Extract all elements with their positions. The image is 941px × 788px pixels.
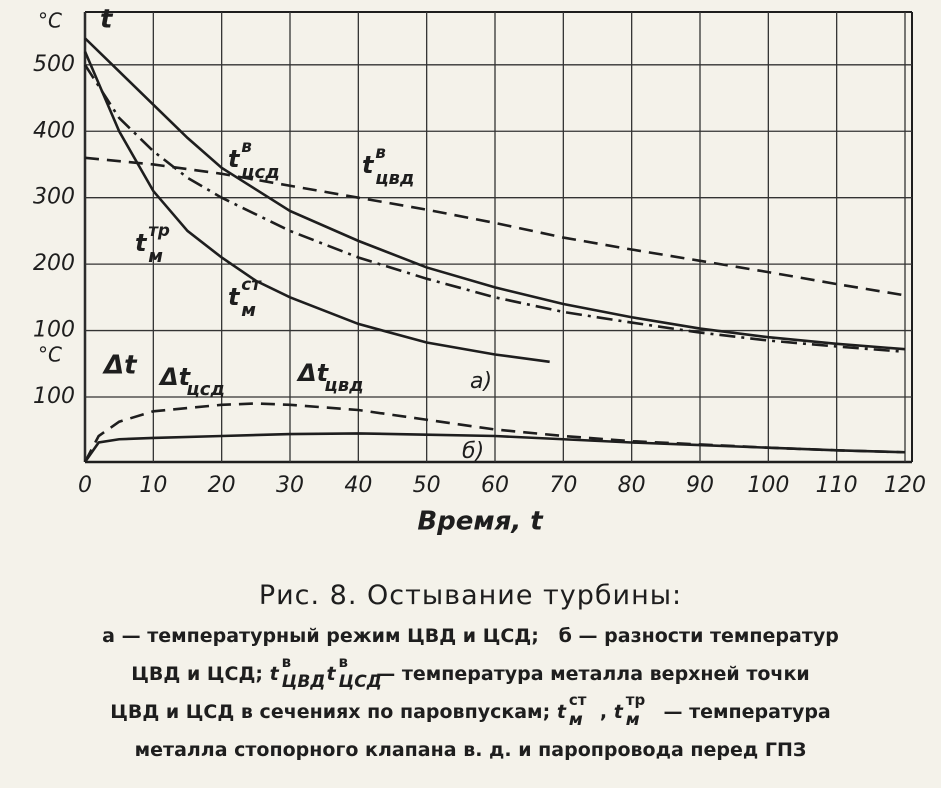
y-tick-label: 200 [33, 251, 75, 276]
series-label-base: t [228, 283, 241, 311]
x-tick-label: 60 [481, 473, 509, 498]
x-tick-label: 90 [686, 473, 714, 498]
y-tick-label: 400 [33, 118, 75, 143]
series-label: Δtцсд [158, 363, 225, 400]
caption-text: , [599, 701, 614, 723]
y-tick-label: 500 [33, 52, 75, 77]
series-line [83, 51, 550, 364]
formula-base: t [556, 701, 566, 723]
series-label-sub: цсд [186, 379, 225, 400]
y-tick-label: 100 [33, 384, 75, 409]
x-tick-label: 30 [276, 473, 304, 498]
series-label-base: t [135, 229, 148, 257]
formula-sub: ЦВД [281, 672, 326, 692]
caption-line: ЦВД и ЦСД; t в ЦВД, t в ЦСД — температура ме… [0, 653, 941, 693]
x-tick-label: 120 [884, 473, 926, 498]
caption-text: ЦВД и ЦСД; [131, 663, 270, 685]
x-axis-label: Время, t [417, 507, 544, 537]
series-label-base: Δt [158, 363, 192, 391]
panel-label: б) [462, 439, 484, 464]
x-tick-label: 110 [816, 473, 858, 498]
formula-sub: ЦСД [338, 672, 382, 692]
caption-formula: t в ЦВД [269, 653, 326, 693]
x-tick-label: 40 [344, 473, 372, 498]
x-tick-label: 50 [413, 473, 441, 498]
caption-title: Рис. 8. Остывание турбины: [258, 580, 683, 611]
caption-formula: t ст м [556, 691, 600, 731]
caption: Рис. 8. Остывание турбины: а — температу… [0, 580, 941, 769]
x-tick-label: 100 [747, 473, 789, 498]
series-label-base: Δt [296, 359, 330, 387]
formula-sup: в [281, 653, 292, 671]
x-tick-label: 80 [618, 473, 646, 498]
caption-text: , [312, 663, 327, 685]
caption-formula: t в ЦСД [326, 653, 382, 693]
y-tick-label: 300 [33, 185, 75, 210]
series-line [83, 402, 906, 463]
series-line [84, 156, 906, 297]
series-label: Δtцвд [296, 359, 364, 396]
chart: 0 10 20 30 40 50 60 70 80 90 100 110 120 Время, t 100 2… [33, 5, 926, 537]
series-label: t в цвд [362, 142, 414, 189]
y-axis-label: t [100, 5, 114, 35]
caption-line: а — температурный режим ЦВД и ЦСД; б — р… [0, 617, 941, 655]
series-label-base: t [362, 151, 375, 179]
caption-text: ЦВД и ЦСД в сечениях по паровпускам; [110, 701, 557, 723]
caption-formula: t тр м [613, 691, 657, 731]
x-tick-label: 20 [208, 473, 236, 498]
series-label-sup: тр [148, 220, 170, 240]
caption-line: ЦВД и ЦСД в сечениях по паровпускам; t ст… [0, 691, 941, 731]
formula-sub: м [568, 710, 583, 730]
formula-base: t [269, 663, 279, 685]
caption-text: — температура [656, 701, 831, 723]
caption-text: а — температурный режим ЦВД и ЦСД; б — р… [102, 625, 839, 647]
caption-line: металла стопорного клапана в. д. и пароп… [0, 731, 941, 769]
y-tick-label: 100 [33, 318, 75, 343]
series-label-sup: ст [241, 274, 262, 294]
series-label-sub: м [241, 300, 256, 321]
formula-sup: тр [625, 691, 646, 709]
series-line [83, 64, 906, 354]
x-tick-label: 70 [549, 473, 577, 498]
caption-text: — температура металла верхней точки [369, 663, 810, 685]
formula-sup: в [338, 653, 349, 671]
series-label-base: t [228, 145, 241, 173]
series-label-sub: м [148, 246, 163, 267]
y-unit: °C [38, 343, 62, 367]
x-tick-label: 0 [78, 473, 92, 498]
series-label: t ст м [228, 274, 262, 321]
y-axis-label: Δt [102, 351, 138, 381]
series-label-sup: в [241, 136, 252, 156]
panel-label: а) [470, 369, 492, 394]
y-unit: °C [38, 9, 62, 33]
series-label-sub: цвд [375, 168, 414, 189]
x-tick-label: 10 [139, 473, 167, 498]
series-label: t тр м [135, 220, 170, 267]
formula-base: t [613, 701, 623, 723]
series-line [84, 37, 906, 351]
caption-text: металла стопорного клапана в. д. и пароп… [134, 739, 807, 761]
formula-sup: ст [568, 691, 587, 709]
series-label-sup: в [375, 142, 386, 162]
series-label-sub: цвд [324, 375, 363, 396]
formula-sub: м [625, 710, 640, 730]
formula-base: t [326, 663, 336, 685]
